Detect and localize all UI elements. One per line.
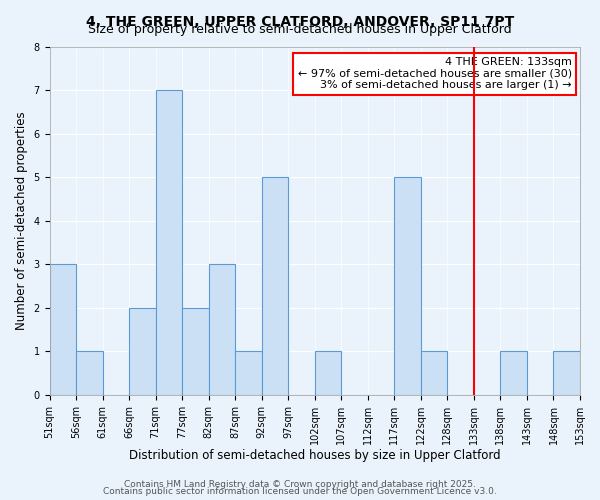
Bar bbox=[262, 177, 288, 395]
Bar bbox=[394, 177, 421, 395]
Bar bbox=[315, 352, 341, 395]
Bar bbox=[155, 90, 182, 395]
Y-axis label: Number of semi-detached properties: Number of semi-detached properties bbox=[15, 112, 28, 330]
Bar bbox=[76, 352, 103, 395]
Text: 4, THE GREEN, UPPER CLATFORD, ANDOVER, SP11 7PT: 4, THE GREEN, UPPER CLATFORD, ANDOVER, S… bbox=[86, 15, 514, 29]
Text: Contains public sector information licensed under the Open Government Licence v3: Contains public sector information licen… bbox=[103, 487, 497, 496]
Bar bbox=[421, 352, 448, 395]
Bar bbox=[50, 264, 76, 395]
Bar bbox=[235, 352, 262, 395]
Text: Size of property relative to semi-detached houses in Upper Clatford: Size of property relative to semi-detach… bbox=[88, 22, 512, 36]
Bar bbox=[129, 308, 155, 395]
Text: Contains HM Land Registry data © Crown copyright and database right 2025.: Contains HM Land Registry data © Crown c… bbox=[124, 480, 476, 489]
Bar bbox=[182, 308, 209, 395]
Bar bbox=[500, 352, 527, 395]
Bar bbox=[209, 264, 235, 395]
Text: 4 THE GREEN: 133sqm
← 97% of semi-detached houses are smaller (30)
3% of semi-de: 4 THE GREEN: 133sqm ← 97% of semi-detach… bbox=[298, 57, 572, 90]
X-axis label: Distribution of semi-detached houses by size in Upper Clatford: Distribution of semi-detached houses by … bbox=[129, 450, 500, 462]
Bar bbox=[553, 352, 580, 395]
